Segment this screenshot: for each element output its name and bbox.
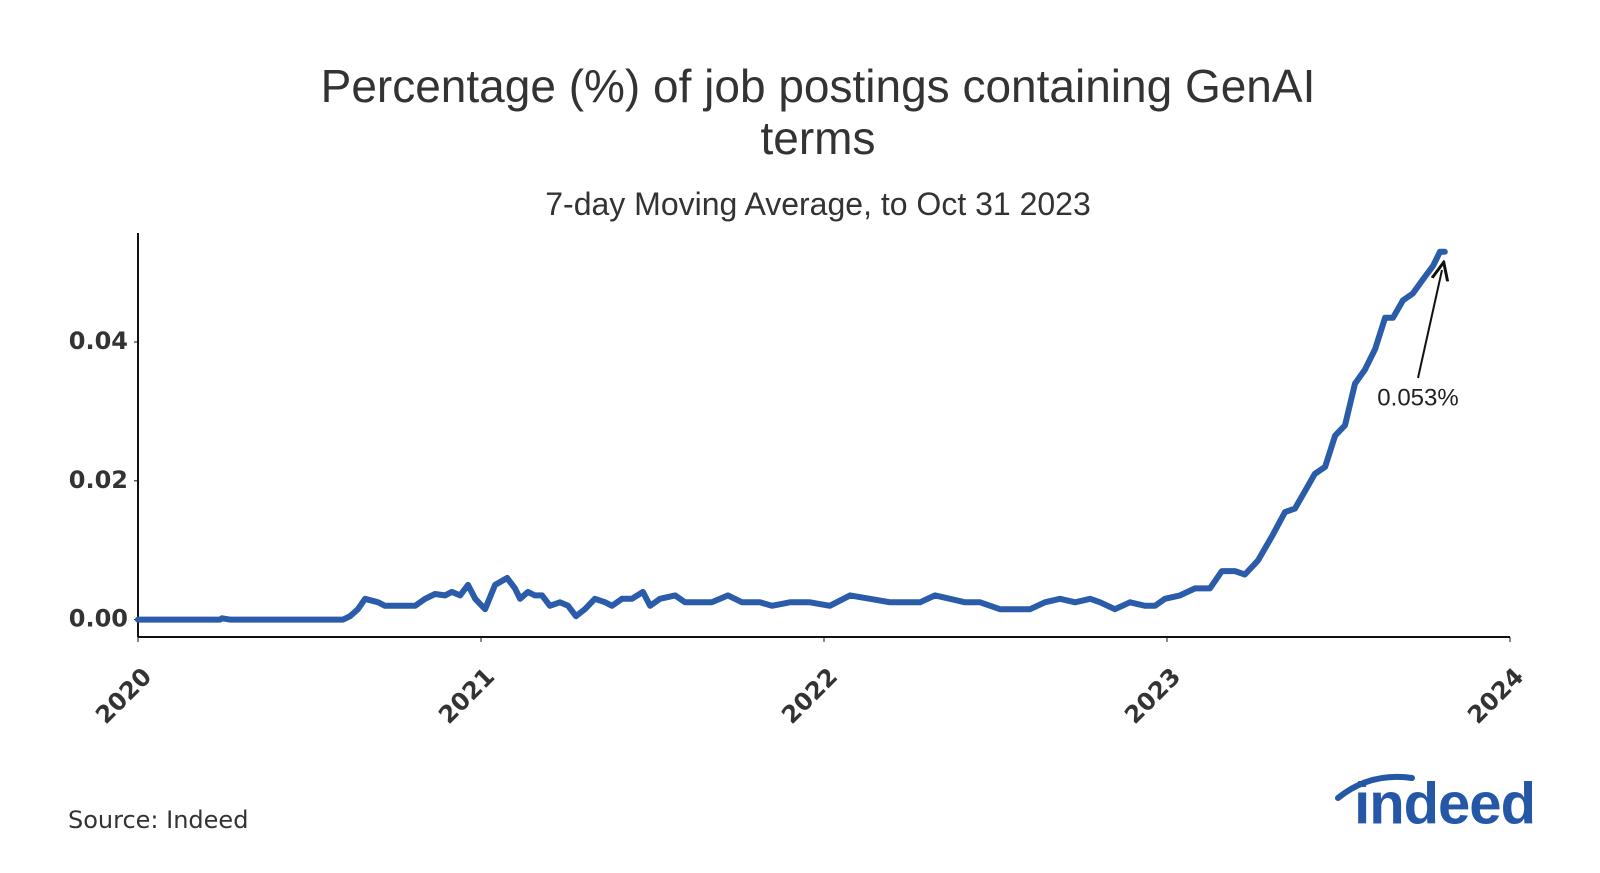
annotation-arrow bbox=[1417, 270, 1442, 379]
x-tick-label: 2022 bbox=[776, 662, 843, 729]
x-tick-label: 2024 bbox=[1462, 662, 1529, 729]
y-tick-label: 0.02 bbox=[69, 466, 128, 494]
logo: indeed bbox=[1354, 771, 1535, 836]
chart-subtitle: 7-day Moving Average, to Oct 31 2023 bbox=[545, 186, 1091, 222]
y-tick-label: 0.00 bbox=[69, 605, 128, 633]
x-tick-label: 2020 bbox=[90, 662, 157, 729]
annotation: 0.053% bbox=[1377, 384, 1458, 411]
chart-title: Percentage (%) of job postings containin… bbox=[320, 60, 1316, 164]
x-tick-label: 2021 bbox=[433, 662, 500, 729]
data-line bbox=[135, 248, 1448, 623]
x-tick-label: 2023 bbox=[1119, 662, 1186, 729]
y-tick-label: 0.04 bbox=[69, 327, 128, 355]
source: Source: Indeed bbox=[68, 806, 248, 834]
logo-arc bbox=[1335, 773, 1415, 801]
